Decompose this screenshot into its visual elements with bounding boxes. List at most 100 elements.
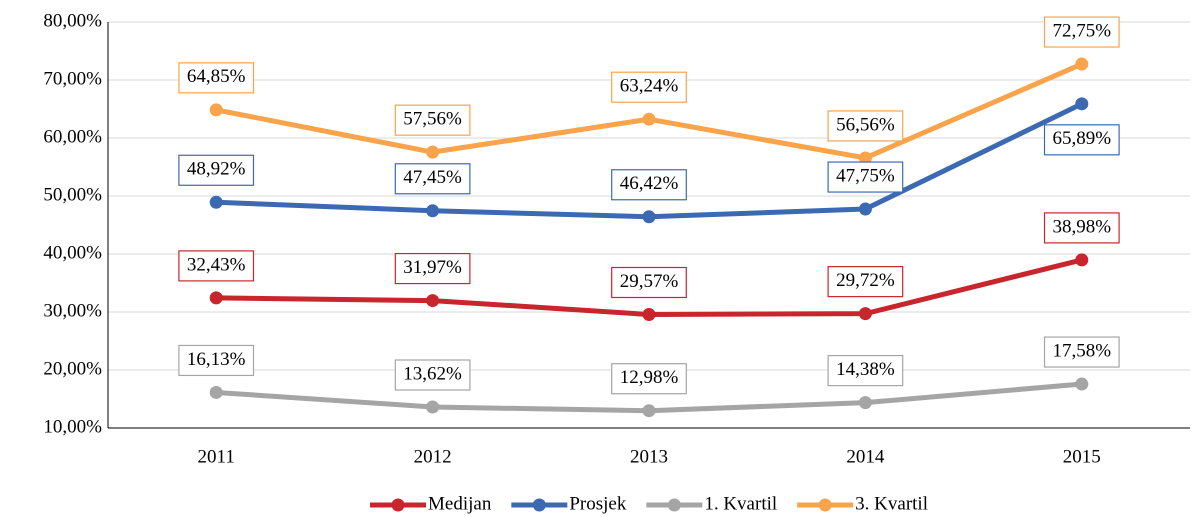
- point: [426, 294, 440, 308]
- data-label: 12,98%: [620, 367, 679, 388]
- data-label: 46,42%: [620, 173, 679, 194]
- data-label: 56,56%: [836, 114, 895, 135]
- data-label-group: 57,56%: [394, 104, 471, 136]
- data-label: 48,92%: [187, 159, 246, 180]
- data-label-box: [394, 252, 471, 285]
- x-tick-label: 2014: [846, 446, 885, 467]
- data-label-box: [178, 154, 255, 186]
- y-tick-label: 40,00%: [43, 242, 102, 263]
- legend-label: Medijan: [428, 493, 492, 514]
- point: [1075, 377, 1089, 391]
- y-tick-label: 10,00%: [43, 416, 102, 437]
- point: [642, 112, 656, 126]
- data-label-box: [178, 62, 255, 94]
- data-label-group: 12,98%: [611, 363, 687, 395]
- data-label-box: [1043, 336, 1120, 368]
- legend-label: Prosjek: [569, 493, 627, 514]
- data-label-group: 29,57%: [611, 266, 687, 299]
- legend-label: 3. Kvartil: [855, 493, 928, 514]
- point: [858, 396, 872, 410]
- x-tick-label: 2013: [630, 446, 668, 467]
- point: [426, 400, 440, 414]
- data-label: 72,75%: [1053, 20, 1112, 41]
- data-label-box: [827, 354, 904, 387]
- data-label-box: [178, 250, 255, 282]
- data-label: 38,98%: [1053, 216, 1112, 237]
- data-label-box: [1043, 16, 1120, 48]
- data-label-group: 16,13%: [178, 344, 255, 377]
- legend-marker: [818, 498, 832, 512]
- point: [858, 202, 872, 216]
- x-tick-label: 2012: [414, 446, 452, 467]
- y-tick-label: 60,00%: [43, 126, 102, 147]
- data-label: 13,62%: [403, 363, 462, 384]
- point: [209, 291, 223, 305]
- x-tick-label: 2011: [198, 446, 235, 467]
- legend-label: 1. Kvartil: [704, 493, 777, 514]
- data-label: 47,45%: [403, 167, 462, 188]
- data-label-group: 63,24%: [611, 71, 687, 103]
- data-label-group: 29,72%: [827, 266, 904, 298]
- point: [209, 195, 223, 209]
- data-label-box: [394, 104, 471, 136]
- data-label-box: [827, 110, 904, 142]
- data-label-box: [611, 266, 687, 299]
- point: [642, 307, 656, 321]
- legend-marker: [391, 498, 405, 512]
- point: [642, 210, 656, 224]
- data-label-group: 38,98%: [1043, 212, 1120, 244]
- point: [426, 145, 440, 159]
- legend: Medijan Prosjek 1. Kvartil 3. Kvartil: [370, 493, 928, 514]
- data-label: 29,57%: [620, 271, 679, 292]
- data-label-box: [827, 161, 904, 193]
- data-label: 32,43%: [187, 254, 246, 275]
- point: [858, 151, 872, 165]
- data-label-group: 65,89%: [1043, 124, 1120, 156]
- data-label-box: [1043, 212, 1120, 244]
- data-label: 65,89%: [1053, 128, 1112, 149]
- data-label-box: [611, 169, 687, 201]
- data-label-group: 32,43%: [178, 250, 255, 282]
- data-label: 29,72%: [836, 270, 895, 291]
- data-label-box: [611, 363, 687, 395]
- data-label-box: [394, 163, 471, 195]
- data-label-box: [394, 359, 471, 391]
- legend-marker: [667, 498, 681, 512]
- data-label-group: 14,38%: [827, 354, 904, 387]
- point: [1075, 57, 1089, 71]
- legend-marker: [532, 498, 546, 512]
- data-label: 63,24%: [620, 76, 679, 97]
- data-label-box: [178, 344, 255, 377]
- point: [1075, 253, 1089, 267]
- point: [209, 103, 223, 117]
- y-tick-label: 20,00%: [43, 358, 102, 379]
- data-label-box: [827, 266, 904, 298]
- data-label-box: [1043, 124, 1120, 156]
- point: [1075, 97, 1089, 111]
- data-label: 64,85%: [187, 66, 246, 87]
- data-label-group: 64,85%: [178, 62, 255, 94]
- data-label: 31,97%: [403, 257, 462, 278]
- data-label-group: 72,75%: [1043, 16, 1120, 48]
- y-tick-label: 30,00%: [43, 300, 102, 321]
- y-tick-label: 80,00%: [43, 10, 102, 31]
- data-label-group: 13,62%: [394, 359, 471, 391]
- y-tick-label: 50,00%: [43, 184, 102, 205]
- point: [426, 204, 440, 218]
- data-label: 16,13%: [187, 349, 246, 370]
- data-label-box: [611, 71, 687, 103]
- data-label-group: 47,45%: [394, 163, 471, 195]
- data-label: 57,56%: [403, 109, 462, 130]
- x-tick-label: 2015: [1063, 446, 1101, 467]
- data-label-group: 56,56%: [827, 110, 904, 142]
- point: [209, 385, 223, 399]
- data-label-group: 47,75%: [827, 161, 904, 193]
- data-label: 17,58%: [1053, 340, 1112, 361]
- point: [858, 307, 872, 321]
- point: [642, 404, 656, 418]
- data-label-group: 31,97%: [394, 252, 471, 285]
- data-label-group: 17,58%: [1043, 336, 1120, 368]
- data-label-group: 48,92%: [178, 154, 255, 186]
- data-label: 47,75%: [836, 165, 895, 186]
